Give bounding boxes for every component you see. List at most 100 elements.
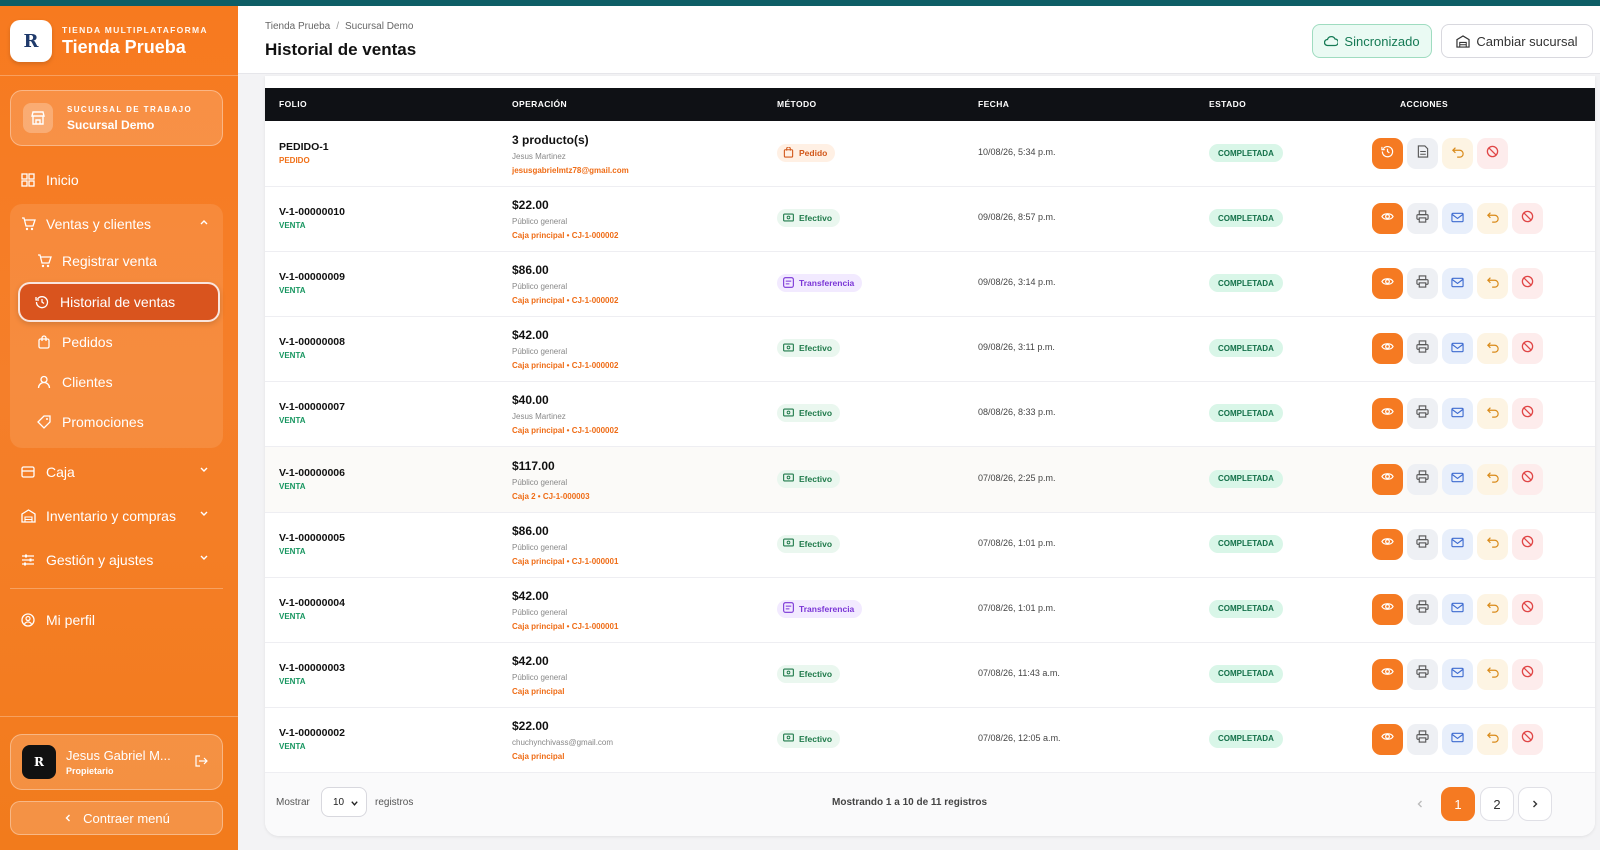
- email-button[interactable]: [1442, 333, 1473, 365]
- next-page-button[interactable]: [1518, 787, 1552, 821]
- email-button[interactable]: [1442, 203, 1473, 235]
- print-button[interactable]: [1407, 333, 1438, 365]
- view-button[interactable]: [1372, 398, 1403, 430]
- history-button[interactable]: [1372, 138, 1403, 169]
- email-button[interactable]: [1442, 463, 1473, 495]
- view-button[interactable]: [1372, 333, 1403, 365]
- cancel-button[interactable]: [1477, 138, 1508, 169]
- nav-caja[interactable]: Caja: [10, 454, 223, 490]
- cash-icon: [783, 668, 799, 679]
- column-header-folio[interactable]: FOLIO: [279, 99, 307, 109]
- table-row[interactable]: V-1-00000005 VENTA $86.00 Público general Ca…: [265, 512, 1595, 578]
- print-button[interactable]: [1407, 658, 1438, 690]
- page-button-1[interactable]: 1: [1441, 787, 1475, 821]
- print-button[interactable]: [1407, 268, 1438, 300]
- breadcrumb-separator: /: [336, 21, 340, 32]
- cancel-button[interactable]: [1512, 333, 1543, 365]
- date-cell: 07/08/26, 11:43 a.m.: [978, 667, 1060, 678]
- payment-method-badge: Pedido: [777, 144, 836, 162]
- page-size-select[interactable]: 10: [321, 787, 367, 817]
- cash-icon: [783, 538, 799, 549]
- view-button[interactable]: [1372, 658, 1403, 690]
- nav-registrar-venta[interactable]: Registrar venta: [20, 243, 220, 279]
- cancel-button[interactable]: [1512, 398, 1543, 430]
- table-row[interactable]: V-1-00000003 VENTA $42.00 Público general Ca…: [265, 642, 1595, 708]
- refund-button[interactable]: [1477, 723, 1508, 755]
- refund-button[interactable]: [1477, 593, 1508, 625]
- print-button[interactable]: [1407, 203, 1438, 235]
- prev-page-button[interactable]: [1403, 787, 1437, 821]
- refund-button[interactable]: [1477, 528, 1508, 560]
- refund-button[interactable]: [1477, 203, 1508, 235]
- refund-button[interactable]: [1477, 333, 1508, 365]
- print-button[interactable]: [1407, 528, 1438, 560]
- branch-card[interactable]: SUCURSAL DE TRABAJO Sucursal Demo: [10, 90, 223, 146]
- nav-ventas-clientes-label: Ventas y clientes: [46, 216, 152, 232]
- column-header-operacion[interactable]: OPERACIÓN: [512, 99, 568, 109]
- table-row[interactable]: PEDIDO-1 PEDIDO 3 producto(s) Jesus Martine…: [265, 121, 1595, 187]
- view-button[interactable]: [1372, 528, 1403, 560]
- refund-button[interactable]: [1442, 138, 1473, 169]
- view-button[interactable]: [1372, 593, 1403, 625]
- change-branch-button[interactable]: Cambiar sucursal: [1441, 24, 1593, 58]
- cancel-button[interactable]: [1512, 463, 1543, 495]
- breadcrumb-branch[interactable]: Sucursal Demo: [345, 21, 414, 32]
- print-button[interactable]: [1407, 463, 1438, 495]
- nav-inicio[interactable]: Inicio: [10, 162, 223, 198]
- logout-icon[interactable]: [194, 754, 208, 768]
- column-header-fecha[interactable]: FECHA: [978, 99, 1010, 109]
- column-header-estado[interactable]: ESTADO: [1209, 99, 1247, 109]
- table-row[interactable]: V-1-00000007 VENTA $40.00 Jesus Martinez Caj…: [265, 381, 1595, 448]
- sync-status-button[interactable]: Sincronizado: [1312, 24, 1432, 58]
- brand-logo: R: [10, 20, 52, 62]
- print-button[interactable]: [1407, 398, 1438, 430]
- payment-method-label: Efectivo: [799, 473, 833, 484]
- cancel-button[interactable]: [1512, 723, 1543, 755]
- refund-button[interactable]: [1477, 268, 1508, 300]
- nav-perfil[interactable]: Mi perfil: [10, 602, 223, 638]
- nav-promociones[interactable]: Promociones: [20, 404, 220, 440]
- table-row[interactable]: V-1-00000002 VENTA $22.00 chuchynchivass@gm…: [265, 707, 1595, 773]
- refund-button[interactable]: [1477, 398, 1508, 430]
- email-button[interactable]: [1442, 528, 1473, 560]
- nav-historial-ventas[interactable]: Historial de ventas: [18, 282, 220, 322]
- email-button[interactable]: [1442, 593, 1473, 625]
- nav-inventario[interactable]: Inventario y compras: [10, 498, 223, 534]
- operation-customer: Público general: [512, 607, 568, 617]
- print-button[interactable]: [1407, 593, 1438, 625]
- user-card[interactable]: R Jesus Gabriel M... Propietario: [10, 734, 223, 790]
- cancel-button[interactable]: [1512, 203, 1543, 235]
- cancel-button[interactable]: [1512, 658, 1543, 690]
- table-row[interactable]: V-1-00000008 VENTA $42.00 Público general Ca…: [265, 316, 1595, 383]
- table-row[interactable]: V-1-00000009 VENTA $86.00 Público general Ca…: [265, 251, 1595, 318]
- table-row[interactable]: V-1-00000010 VENTA $22.00 Público general Ca…: [265, 186, 1595, 253]
- table-row[interactable]: V-1-00000004 VENTA $42.00 Público general Ca…: [265, 577, 1595, 643]
- print-button[interactable]: [1407, 723, 1438, 755]
- email-button[interactable]: [1442, 268, 1473, 300]
- view-button[interactable]: [1372, 723, 1403, 755]
- column-header-metodo[interactable]: MÉTODO: [777, 99, 817, 109]
- nav-ventas-clientes[interactable]: Ventas y clientes: [10, 206, 223, 242]
- cancel-button[interactable]: [1512, 528, 1543, 560]
- breadcrumb-store[interactable]: Tienda Prueba: [265, 21, 331, 32]
- nav-pedidos[interactable]: Pedidos: [20, 324, 220, 360]
- email-button[interactable]: [1442, 658, 1473, 690]
- cancel-button[interactable]: [1512, 593, 1543, 625]
- brand-name: Tienda Prueba: [62, 36, 186, 57]
- page-button-2[interactable]: 2: [1480, 787, 1514, 821]
- refund-button[interactable]: [1477, 463, 1508, 495]
- view-button[interactable]: [1372, 463, 1403, 495]
- date-cell: 07/08/26, 2:25 p.m.: [978, 472, 1056, 483]
- brand[interactable]: R TIENDA MULTIPLATAFORMA Tienda Prueba: [10, 20, 208, 62]
- view-button[interactable]: [1372, 268, 1403, 300]
- cancel-button[interactable]: [1512, 268, 1543, 300]
- table-row[interactable]: V-1-00000006 VENTA $117.00 Público general C…: [265, 446, 1595, 513]
- collapse-menu-button[interactable]: Contraer menú: [10, 801, 223, 835]
- email-button[interactable]: [1442, 398, 1473, 430]
- nav-gestion[interactable]: Gestión y ajustes: [10, 542, 223, 578]
- document-button[interactable]: [1407, 138, 1438, 169]
- email-button[interactable]: [1442, 723, 1473, 755]
- view-button[interactable]: [1372, 203, 1403, 235]
- nav-clientes[interactable]: Clientes: [20, 364, 220, 400]
- refund-button[interactable]: [1477, 658, 1508, 690]
